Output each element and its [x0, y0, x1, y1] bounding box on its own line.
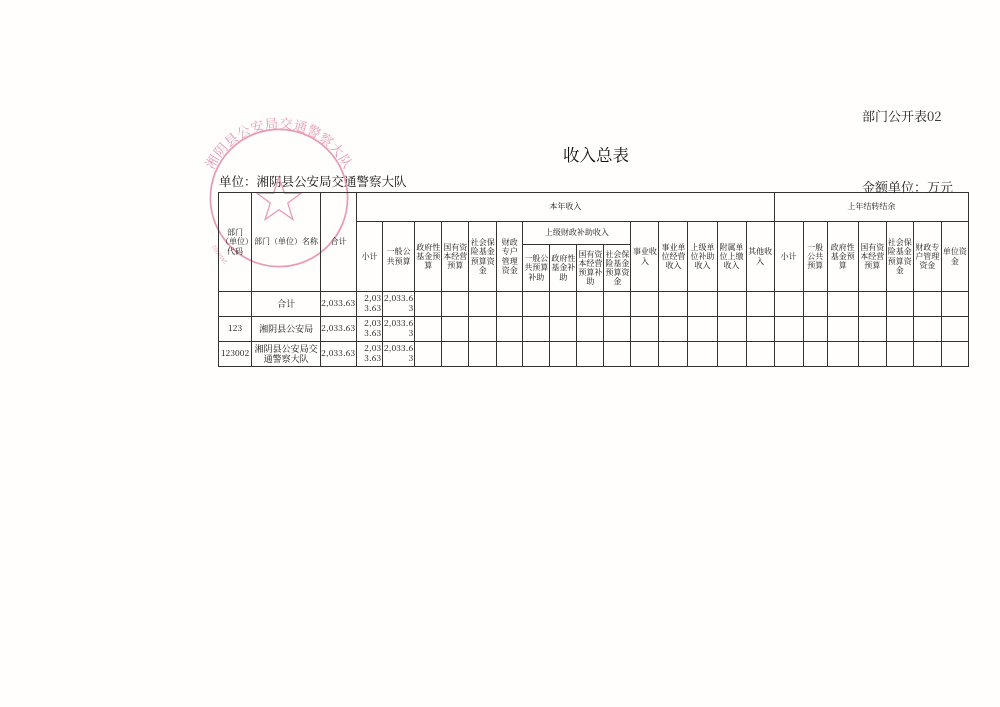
svg-text:湘阴县公安局交通警察大队: 湘阴县公安局交通警察大队	[200, 113, 358, 172]
